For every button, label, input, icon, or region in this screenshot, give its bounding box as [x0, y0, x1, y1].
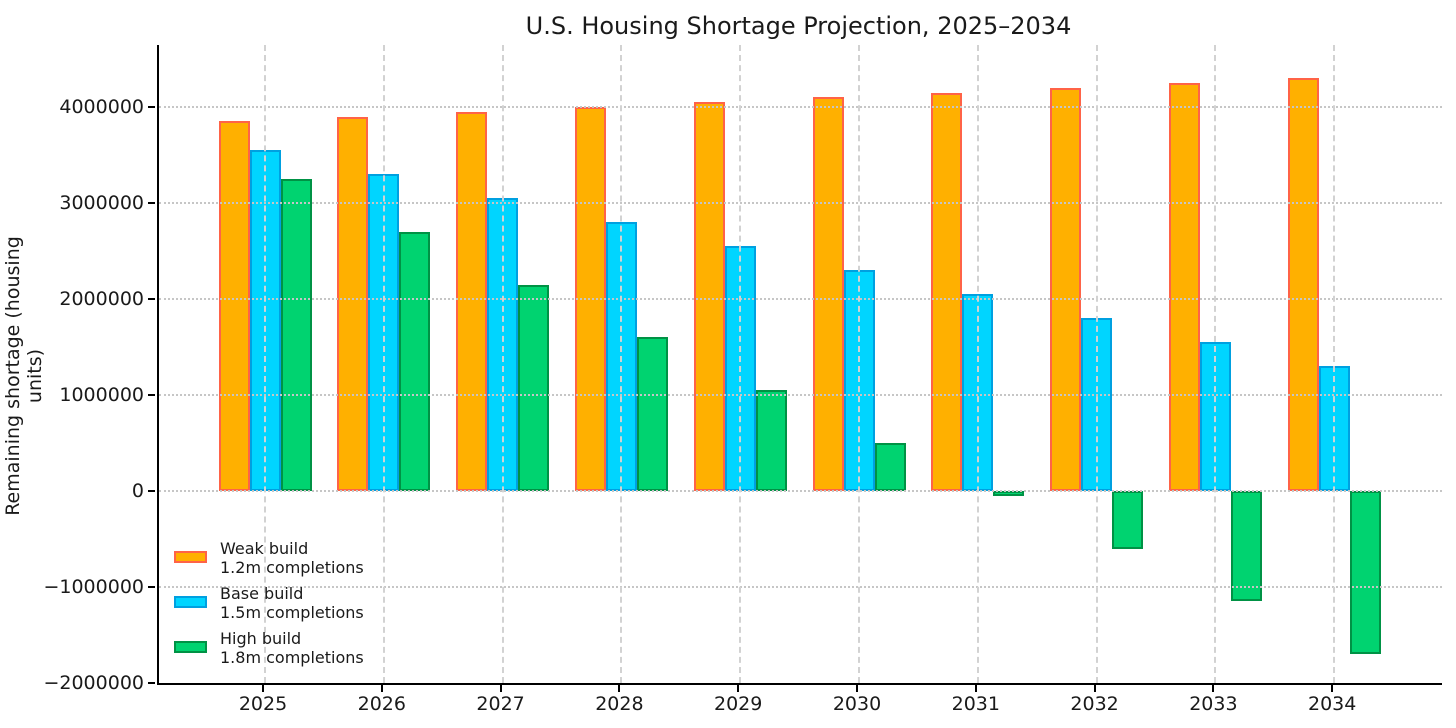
y-tick-mark	[148, 394, 155, 396]
legend-swatch-high-build	[174, 641, 207, 653]
x-tick-mark	[974, 685, 977, 692]
legend-item-high-build: High build 1.8m completions	[174, 629, 364, 667]
bar-base-build-2030	[843, 270, 875, 491]
legend-swatch-weak-build	[174, 551, 207, 563]
bar-weak-build-2026	[337, 116, 369, 491]
bar-weak-build-2034	[1287, 78, 1319, 491]
bar-high-build-2028	[636, 337, 668, 491]
bar-high-build-2026	[399, 231, 431, 491]
y-tick-label: 2000000	[59, 288, 144, 310]
x-tick-mark	[737, 685, 740, 692]
legend-item-base-build: Base build 1.5m completions	[174, 584, 364, 622]
bar-weak-build-2027	[456, 111, 488, 491]
chart-title: U.S. Housing Shortage Projection, 2025–2…	[525, 12, 1072, 40]
bar-base-build-2034	[1318, 366, 1350, 491]
y-tick-mark	[148, 490, 155, 492]
bar-weak-build-2028	[574, 107, 606, 491]
bar-base-build-2033	[1199, 342, 1231, 491]
bar-high-build-2032	[1112, 491, 1144, 549]
x-tick-label: 2032	[1070, 693, 1119, 715]
bar-high-build-2031	[993, 491, 1025, 496]
legend-label-high-build: High build 1.8m completions	[220, 629, 364, 667]
bar-base-build-2026	[368, 174, 400, 491]
bar-weak-build-2031	[931, 92, 963, 491]
x-tick-label: 2028	[595, 693, 644, 715]
bar-weak-build-2033	[1168, 83, 1200, 491]
bar-high-build-2029	[755, 390, 787, 491]
y-tick-label: 3000000	[59, 192, 144, 214]
x-tick-label: 2025	[238, 693, 288, 715]
legend-label-base-build: Base build 1.5m completions	[220, 584, 364, 622]
x-tick-mark	[856, 685, 858, 692]
y-tick-mark	[148, 586, 155, 588]
legend: Weak build 1.2m completions Base build 1.…	[174, 539, 364, 674]
bar-high-build-2030	[874, 443, 906, 491]
x-tick-label: 2034	[1308, 693, 1357, 715]
legend-item-weak-build: Weak build 1.2m completions	[174, 539, 364, 577]
bar-weak-build-2032	[1050, 87, 1082, 491]
x-tick-mark	[380, 685, 383, 692]
v-gridline	[1333, 45, 1336, 683]
bar-base-build-2027	[487, 198, 519, 491]
y-tick-label: −1000000	[43, 576, 144, 598]
y-tick-mark	[148, 202, 155, 204]
bar-high-build-2025	[280, 179, 312, 491]
x-tick-mark	[1212, 685, 1215, 692]
bar-high-build-2027	[518, 284, 550, 491]
h-gridline	[159, 106, 1442, 108]
y-tick-mark	[148, 298, 155, 300]
bar-base-build-2025	[249, 150, 281, 491]
bar-weak-build-2029	[693, 102, 725, 491]
x-tick-mark	[618, 685, 621, 692]
y-tick-label: 0	[131, 480, 144, 502]
x-tick-mark	[499, 685, 502, 692]
bar-base-build-2029	[724, 246, 756, 491]
x-tick-mark	[1093, 685, 1096, 692]
bar-base-build-2028	[605, 222, 637, 491]
y-tick-mark	[148, 682, 155, 684]
x-tick-label: 2031	[951, 693, 1000, 715]
y-tick-label: 1000000	[59, 384, 144, 406]
x-tick-label: 2026	[357, 693, 406, 715]
x-tick-mark	[262, 685, 264, 692]
bar-base-build-2031	[962, 294, 994, 491]
y-tick-label: −2000000	[43, 672, 144, 694]
x-tick-label: 2027	[476, 693, 525, 715]
y-tick-mark	[148, 106, 155, 108]
bar-high-build-2034	[1349, 491, 1381, 655]
y-tick-label: 4000000	[59, 96, 144, 118]
bar-weak-build-2030	[812, 97, 844, 491]
bar-weak-build-2025	[218, 121, 250, 491]
x-tick-label: 2033	[1189, 693, 1238, 715]
legend-label-weak-build: Weak build 1.2m completions	[220, 539, 364, 577]
legend-swatch-base-build	[174, 596, 207, 608]
x-tick-mark	[1331, 685, 1334, 692]
bar-base-build-2032	[1081, 318, 1113, 491]
x-tick-label: 2029	[714, 693, 763, 715]
bar-high-build-2033	[1230, 491, 1262, 602]
x-tick-label: 2030	[832, 693, 882, 715]
